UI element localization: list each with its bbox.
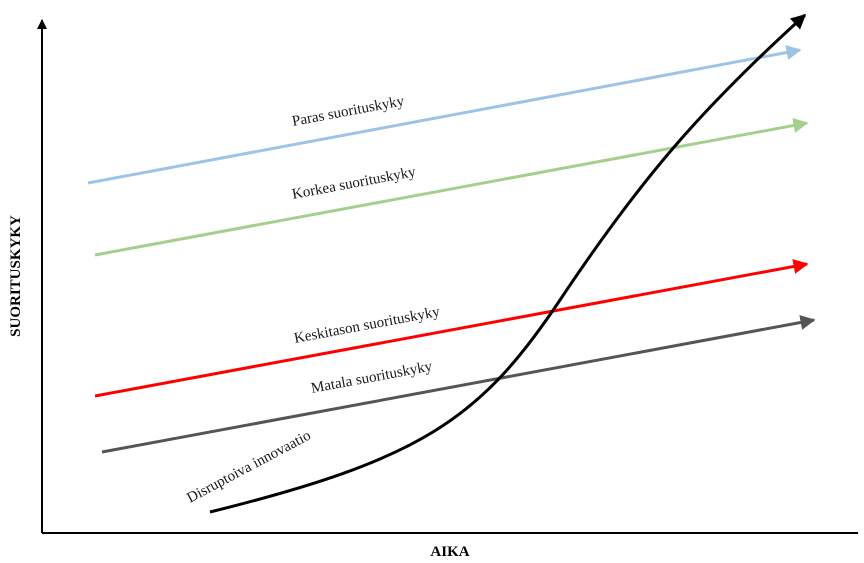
line-paras xyxy=(87,45,802,185)
line-matala xyxy=(101,315,816,454)
line-keskitaso xyxy=(94,259,809,398)
label-keskitaso: Keskitason suorituskyky xyxy=(293,304,442,347)
label-korkea: Korkea suorituskyky xyxy=(291,164,418,203)
disruptive-curve xyxy=(209,13,807,514)
x-axis-title: AIKA xyxy=(430,544,469,560)
line-korkea xyxy=(94,118,809,257)
y-axis-title: SUORITUSKYKY xyxy=(8,215,24,337)
label-paras: Paras suorituskyky xyxy=(291,93,406,130)
label-matala: Matala suorituskyky xyxy=(310,359,434,397)
label-disruptive: Disruptoiva innovaatio xyxy=(184,428,313,507)
